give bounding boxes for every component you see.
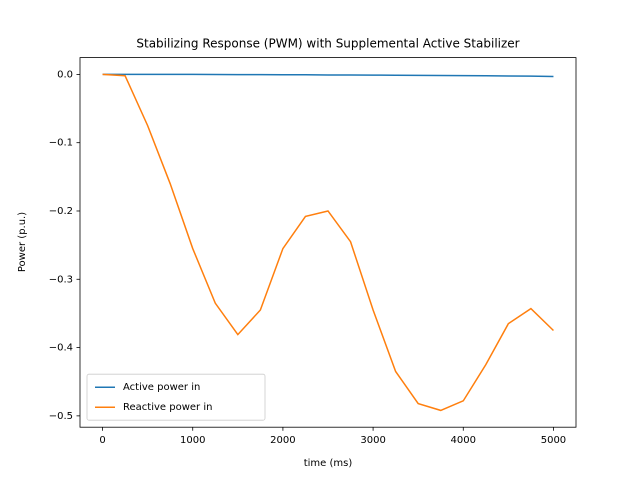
y-tick-label: −0.3 xyxy=(49,274,73,285)
axes-frame xyxy=(79,57,577,428)
line-series xyxy=(102,73,554,412)
y-tick-label: −0.5 xyxy=(49,411,73,422)
legend-box xyxy=(86,373,266,421)
x-tick-label: 4000 xyxy=(451,435,476,446)
line-series xyxy=(102,73,554,78)
y-tick-label: −0.1 xyxy=(49,138,73,149)
x-tick-label: 0 xyxy=(99,435,105,446)
x-tick-label: 1000 xyxy=(180,435,205,446)
legend-label: Reactive power in xyxy=(123,402,212,413)
x-tick-label: 2000 xyxy=(270,435,295,446)
y-tick-label: −0.2 xyxy=(49,206,73,217)
chart-title: Stabilizing Response (PWM) with Suppleme… xyxy=(136,37,519,51)
y-axis-label: Power (p.u.) xyxy=(17,212,28,272)
plot-area xyxy=(102,73,554,412)
y-tick-label: 0.0 xyxy=(57,69,73,80)
y-tick-label: −0.4 xyxy=(49,343,73,354)
legend-label: Active power in xyxy=(123,382,200,393)
x-tick-label: 3000 xyxy=(360,435,385,446)
x-tick-label: 5000 xyxy=(541,435,566,446)
x-axis-label: time (ms) xyxy=(304,458,353,469)
